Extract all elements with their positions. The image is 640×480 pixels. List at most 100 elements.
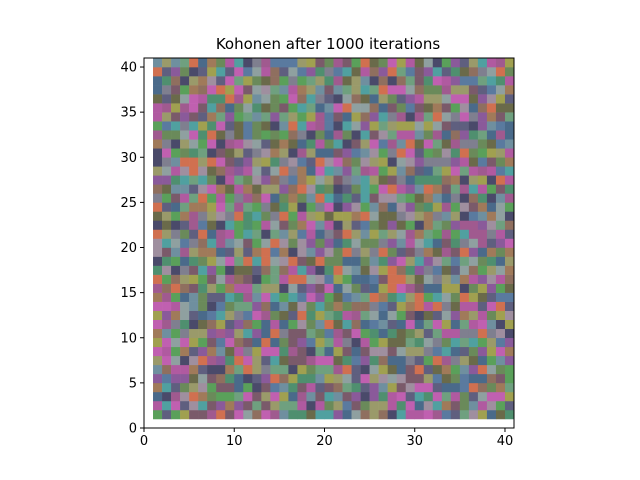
som-cell: [252, 94, 262, 104]
som-cell: [387, 85, 397, 95]
som-cell: [360, 337, 370, 348]
som-cell: [432, 238, 443, 248]
som-cell: [342, 373, 352, 384]
som-cell: [450, 310, 461, 320]
som-cell: [189, 301, 199, 311]
som-cell: [387, 58, 397, 68]
som-cell: [459, 202, 470, 212]
som-cell: [423, 220, 434, 230]
som-cell: [153, 85, 163, 95]
som-cell: [387, 220, 397, 230]
som-cell: [207, 328, 217, 339]
som-cell: [432, 103, 443, 113]
som-cell: [180, 76, 190, 86]
som-cell: [225, 103, 235, 113]
som-cell: [279, 238, 289, 248]
som-cell: [306, 166, 316, 176]
som-cell: [405, 229, 416, 239]
som-cell: [279, 157, 289, 167]
som-cell: [360, 364, 370, 375]
som-cell: [333, 211, 343, 221]
som-cell: [216, 355, 226, 366]
som-cell: [486, 328, 497, 339]
som-cell: [234, 184, 244, 194]
som-cell: [360, 301, 370, 311]
som-cell: [162, 238, 172, 248]
som-cell: [396, 139, 406, 149]
som-cell: [342, 355, 352, 366]
som-cell: [324, 148, 334, 158]
som-cell: [288, 175, 298, 185]
som-cell: [459, 301, 470, 311]
som-cell: [333, 319, 343, 330]
som-cell: [261, 121, 271, 131]
som-cell: [333, 292, 343, 302]
som-cell: [198, 355, 208, 366]
som-cell: [459, 58, 470, 68]
som-cell: [288, 283, 298, 293]
som-cell: [198, 382, 208, 393]
som-cell: [351, 265, 361, 275]
som-cell: [198, 166, 208, 176]
som-cell: [369, 130, 379, 140]
som-cell: [396, 121, 406, 131]
som-cell: [162, 202, 172, 212]
som-cell: [369, 382, 379, 393]
som-cell: [360, 247, 370, 257]
som-cell: [405, 274, 416, 284]
som-cell: [369, 166, 379, 176]
som-cell: [162, 121, 172, 131]
som-cell: [486, 391, 497, 402]
som-cell: [198, 175, 208, 185]
som-cell: [180, 337, 190, 348]
som-cell: [216, 391, 226, 402]
som-cell: [306, 112, 316, 122]
som-cell: [243, 238, 253, 248]
som-cell: [441, 256, 452, 266]
som-cell: [279, 76, 289, 86]
som-cell: [504, 391, 515, 402]
som-cell: [324, 364, 334, 375]
som-cell: [432, 184, 443, 194]
som-cell: [369, 310, 379, 320]
som-cell: [324, 103, 334, 113]
som-cell: [306, 121, 316, 131]
som-cell: [477, 202, 488, 212]
som-cell: [432, 328, 443, 339]
axes-frame: [143, 57, 515, 429]
som-cell: [369, 355, 379, 366]
som-cell: [486, 112, 497, 122]
som-cell: [297, 193, 307, 203]
som-cell: [243, 328, 253, 339]
som-cell: [315, 265, 325, 275]
som-cell: [288, 85, 298, 95]
som-cell: [270, 247, 280, 257]
som-cell: [450, 175, 461, 185]
som-cell: [171, 373, 181, 384]
som-cell: [441, 112, 452, 122]
som-cell: [252, 247, 262, 257]
som-cell: [216, 184, 226, 194]
som-cell: [207, 58, 217, 68]
som-cell: [378, 373, 388, 384]
som-cell: [333, 274, 343, 284]
som-cell: [477, 274, 488, 284]
som-cell: [423, 319, 434, 330]
som-cell: [162, 346, 172, 357]
som-cell: [171, 274, 181, 284]
som-cell: [495, 166, 506, 176]
som-cell: [396, 148, 406, 158]
som-cell: [360, 148, 370, 158]
som-cell: [423, 274, 434, 284]
x-tick-label: 30: [406, 434, 423, 449]
som-cell: [432, 166, 443, 176]
som-cell: [342, 175, 352, 185]
som-cell: [450, 166, 461, 176]
som-cell: [198, 193, 208, 203]
som-cell: [387, 103, 397, 113]
som-cell: [351, 238, 361, 248]
som-cell: [225, 184, 235, 194]
som-cell: [270, 400, 280, 411]
y-tick-label: 30: [120, 151, 137, 166]
som-cell: [405, 283, 416, 293]
